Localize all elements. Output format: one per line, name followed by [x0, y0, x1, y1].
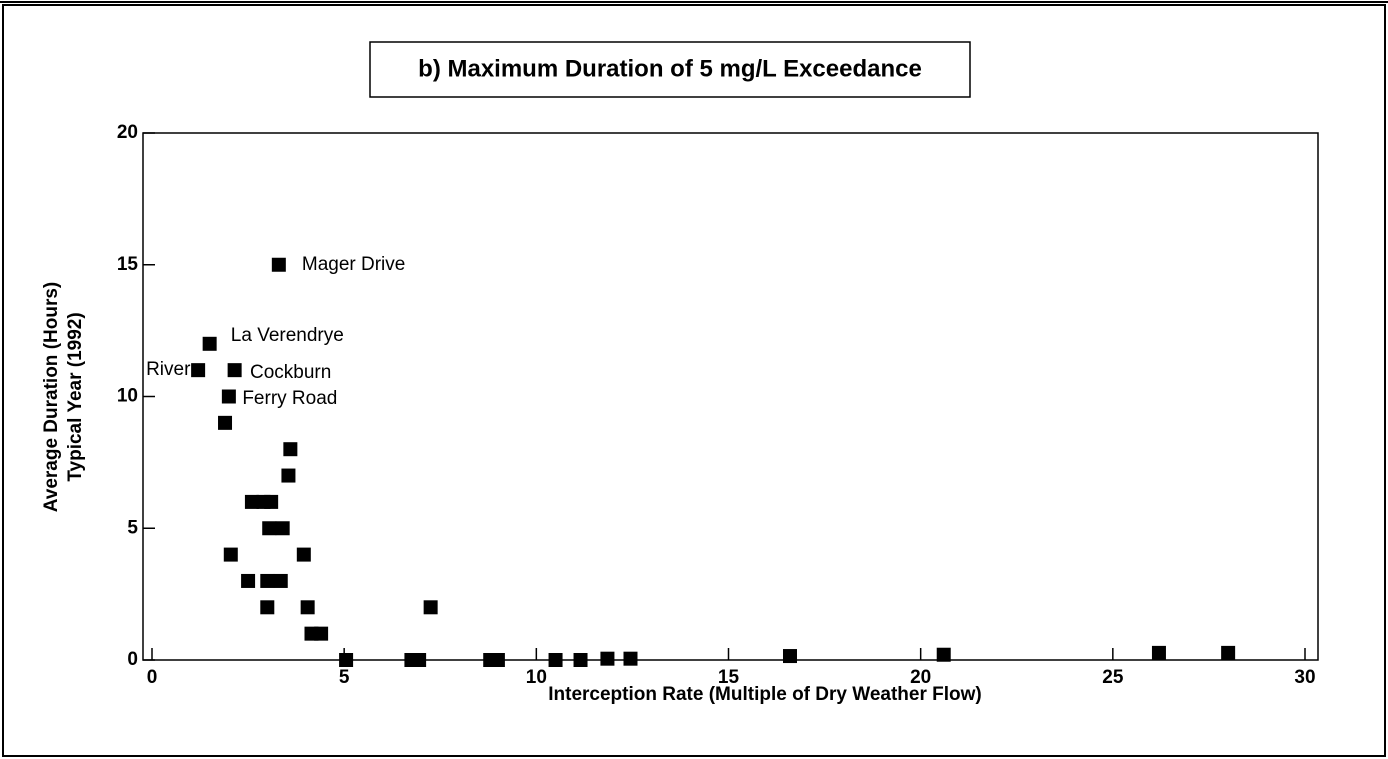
y-axis-label: Typical Year (1992)	[65, 312, 86, 481]
point	[262, 521, 277, 536]
x-tick-label: 25	[1102, 667, 1124, 688]
frame	[2, 4, 1386, 757]
annotation: River	[146, 359, 191, 380]
x-tick-label: 5	[339, 667, 350, 688]
point	[423, 600, 438, 615]
x-tick-label: 30	[1294, 667, 1315, 688]
point	[548, 653, 563, 667]
point	[223, 547, 238, 562]
point	[1221, 645, 1236, 660]
annotation: Cockburn	[250, 362, 331, 383]
point	[241, 573, 256, 588]
point	[221, 389, 236, 404]
title-box	[369, 41, 971, 98]
point	[264, 494, 279, 509]
point	[260, 573, 275, 588]
point	[296, 547, 311, 562]
point	[600, 651, 615, 666]
point	[260, 600, 275, 615]
point	[244, 494, 259, 509]
x-tick-label: 0	[147, 667, 158, 688]
point	[339, 653, 354, 667]
point	[218, 415, 233, 430]
annotation: Ferry Road	[242, 388, 337, 409]
point	[782, 649, 797, 664]
point	[281, 468, 296, 483]
point	[490, 653, 505, 667]
point	[1151, 645, 1166, 660]
point	[202, 336, 217, 351]
point	[191, 363, 206, 378]
y-tick-label: 15	[117, 254, 139, 275]
point	[412, 653, 427, 667]
x-tick-label: 15	[718, 667, 740, 688]
y-tick-label: 10	[117, 386, 138, 407]
point	[623, 651, 638, 666]
annotation: Mager Drive	[302, 254, 405, 275]
chart-title: b) Maximum Duration of 5 mg/L Exceedance	[418, 55, 922, 82]
annotation: La Verendrye	[231, 325, 344, 346]
y-tick-label: 0	[127, 649, 138, 670]
point	[283, 442, 298, 457]
point	[275, 521, 290, 536]
y-tick-label: 20	[117, 122, 138, 143]
y-tick-label: 5	[127, 517, 138, 538]
x-axis-label: Interception Rate (Multiple of Dry Weath…	[548, 684, 982, 705]
point	[273, 573, 288, 588]
point	[300, 600, 315, 615]
point	[314, 626, 329, 641]
point	[573, 653, 588, 667]
point	[227, 363, 242, 378]
x-tick-label: 10	[526, 667, 547, 688]
x-tick-label: 20	[910, 667, 931, 688]
point	[271, 257, 286, 272]
point	[936, 647, 951, 662]
y-axis-label: Average Duration (Hours)	[41, 282, 62, 513]
